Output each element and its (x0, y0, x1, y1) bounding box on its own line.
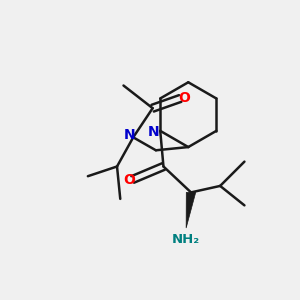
Text: N: N (148, 125, 160, 139)
Text: O: O (123, 173, 135, 187)
Text: O: O (178, 91, 190, 105)
Text: N: N (124, 128, 136, 142)
Polygon shape (186, 192, 196, 228)
Text: NH₂: NH₂ (172, 233, 200, 246)
